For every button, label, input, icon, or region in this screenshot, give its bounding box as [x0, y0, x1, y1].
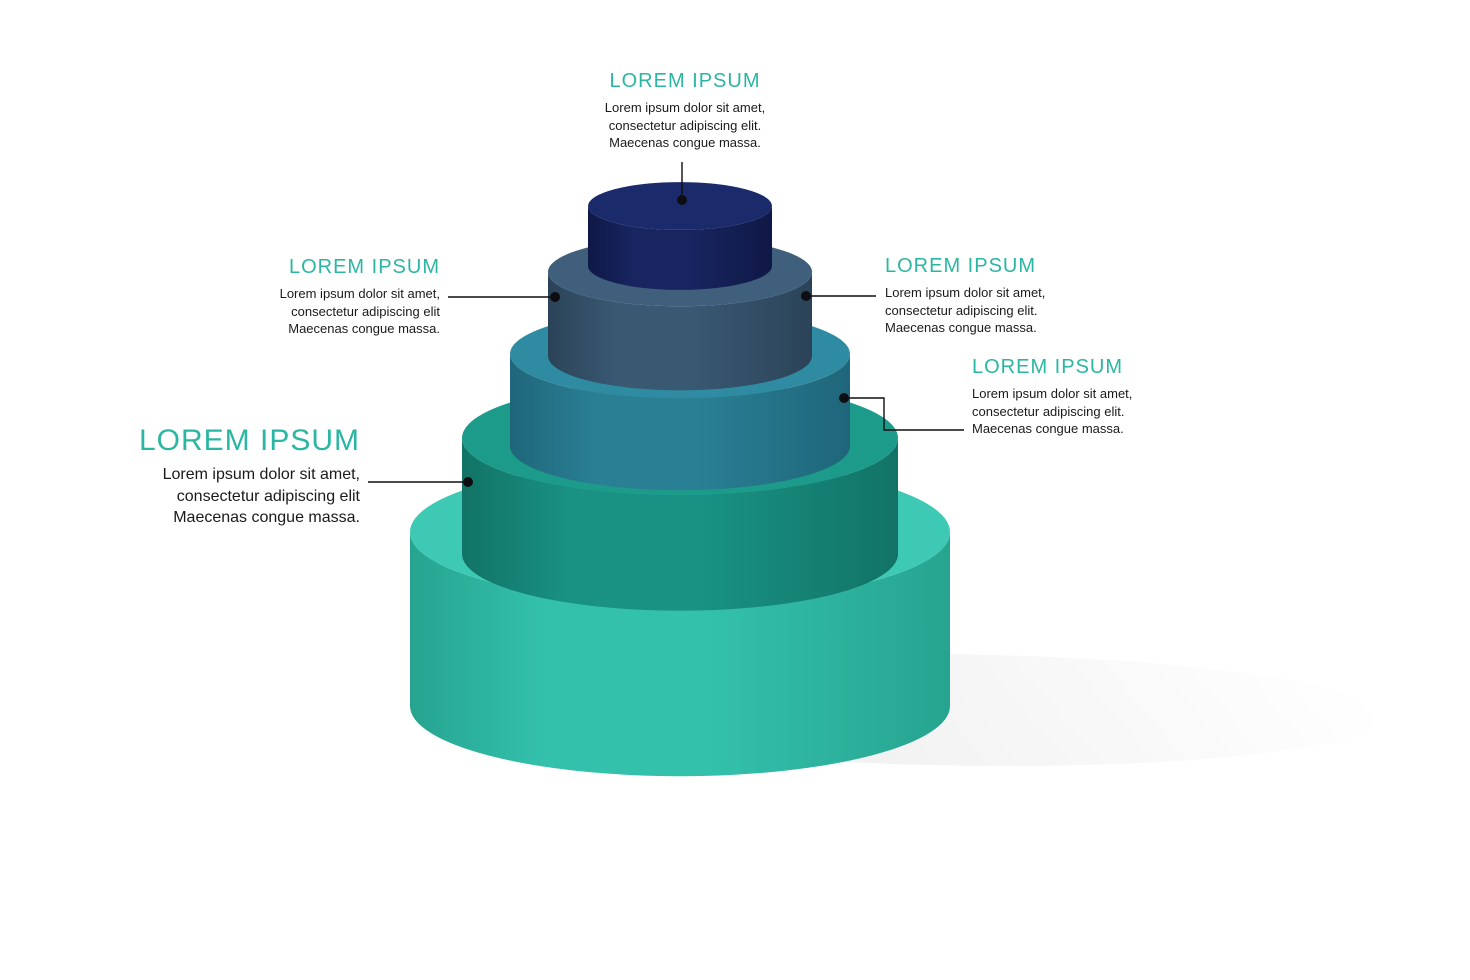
callout-title: LOREM IPSUM [885, 255, 1145, 278]
callout-c-l2: LOREM IPSUM Lorem ipsum dolor sit amet, c… [220, 256, 440, 338]
callout-c-top: LOREM IPSUM Lorem ipsum dolor sit amet, c… [585, 70, 785, 152]
callout-body: Lorem ipsum dolor sit amet, consectetur … [885, 284, 1145, 337]
callout-title: LOREM IPSUM [100, 424, 360, 458]
callout-body: Lorem ipsum dolor sit amet, consectetur … [585, 99, 785, 152]
callout-body: Lorem ipsum dolor sit amet, consectetur … [100, 464, 360, 529]
callout-body: Lorem ipsum dolor sit amet, consectetur … [220, 285, 440, 338]
callout-title: LOREM IPSUM [220, 256, 440, 279]
callout-c-l4: LOREM IPSUM Lorem ipsum dolor sit amet, c… [100, 424, 360, 529]
callout-body: Lorem ipsum dolor sit amet, consectetur … [972, 385, 1232, 438]
callout-c-r2: LOREM IPSUM Lorem ipsum dolor sit amet, c… [885, 255, 1145, 337]
callout-title: LOREM IPSUM [972, 356, 1232, 379]
callout-c-r3: LOREM IPSUM Lorem ipsum dolor sit amet, c… [972, 356, 1232, 438]
callout-title: LOREM IPSUM [585, 70, 785, 93]
infographic-stage: LOREM IPSUM Lorem ipsum dolor sit amet, c… [0, 0, 1470, 980]
